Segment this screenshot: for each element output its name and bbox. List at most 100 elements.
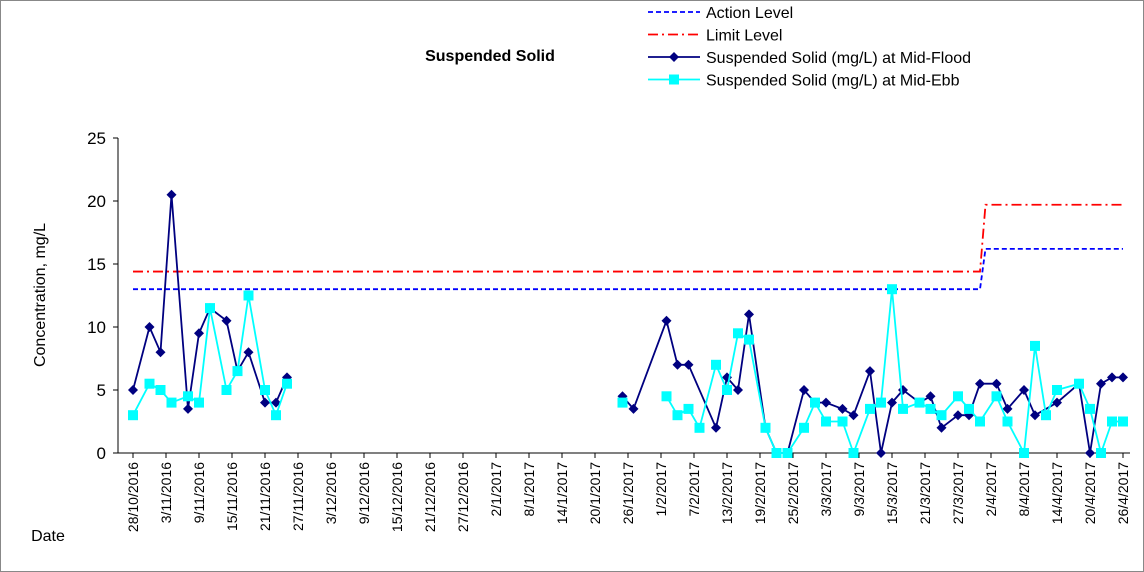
- x-tick-label: 21/3/2017: [917, 462, 933, 524]
- data-point: [221, 315, 232, 326]
- x-tick-label: 15/12/2016: [389, 462, 405, 532]
- data-point: [128, 410, 138, 421]
- x-tick-label: 14/1/2017: [554, 462, 570, 524]
- data-point: [1052, 385, 1062, 395]
- data-point: [1096, 378, 1106, 389]
- data-point: [936, 410, 947, 421]
- x-tick-label: 27/11/2016: [290, 462, 306, 531]
- data-point: [661, 315, 672, 326]
- y-tick-label: 0: [97, 444, 106, 463]
- data-point: [711, 359, 721, 370]
- data-point: [166, 189, 177, 200]
- data-point: [799, 422, 809, 433]
- x-tick-label: 28/10/2016: [125, 462, 141, 532]
- x-tick-label: 1/2/2017: [653, 462, 669, 517]
- y-axis-label: Concentration, mg/L: [32, 223, 49, 367]
- data-point: [848, 410, 859, 421]
- data-point: [260, 385, 270, 395]
- data-point: [744, 334, 754, 345]
- y-tick-label: 20: [87, 192, 106, 211]
- data-point: [865, 366, 875, 377]
- data-point: [936, 422, 947, 433]
- data-point: [282, 378, 292, 389]
- data-point: [672, 410, 683, 421]
- series-line: [133, 247, 1123, 291]
- data-point: [661, 391, 672, 402]
- data-point: [1074, 378, 1084, 389]
- data-point: [183, 391, 193, 402]
- x-tick-label: 3/3/2017: [818, 462, 834, 517]
- x-tick-label: 13/2/2017: [719, 462, 735, 524]
- data-point: [1002, 403, 1013, 414]
- data-point: [271, 410, 281, 421]
- y-tick-label: 25: [87, 129, 106, 148]
- chart-title: Suspended Solid: [425, 48, 555, 65]
- data-point: [1019, 448, 1029, 458]
- data-point: [898, 403, 908, 414]
- data-point: [628, 403, 639, 414]
- data-point: [991, 378, 1002, 389]
- data-point: [183, 403, 193, 414]
- data-point: [722, 385, 732, 395]
- data-point: [876, 397, 886, 408]
- data-point: [1030, 410, 1040, 421]
- data-point: [1118, 416, 1128, 427]
- data-point: [1107, 372, 1117, 383]
- data-point: [1019, 385, 1029, 395]
- series-line: [133, 203, 1123, 273]
- y-tick-label: 10: [87, 318, 106, 337]
- data-point: [243, 290, 254, 301]
- data-point: [771, 448, 782, 458]
- data-point: [1041, 410, 1051, 421]
- data-point: [194, 328, 204, 339]
- data-point: [1052, 397, 1062, 408]
- data-point: [694, 422, 705, 433]
- data-point: [166, 397, 177, 408]
- data-point: [733, 385, 743, 395]
- data-point: [1002, 416, 1013, 427]
- data-point: [1030, 340, 1040, 351]
- data-point: [760, 422, 771, 433]
- legend-label: Suspended Solid (mg/L) at Mid-Ebb: [706, 73, 960, 90]
- x-tick-label: 2/1/2017: [488, 462, 504, 517]
- x-tick-label: 26/1/2017: [620, 462, 636, 524]
- x-tick-label: 8/1/2017: [521, 462, 537, 517]
- x-tick-label: 9/3/2017: [851, 462, 867, 517]
- x-tick-label: 9/12/2016: [356, 462, 372, 524]
- x-tick-label: 15/3/2017: [884, 462, 900, 524]
- data-point: [810, 397, 820, 408]
- x-tick-label: 27/3/2017: [950, 462, 966, 524]
- data-point: [672, 359, 683, 370]
- data-point: [260, 397, 270, 408]
- data-point: [925, 391, 936, 402]
- y-tick-label: 5: [97, 381, 106, 400]
- data-point: [848, 448, 859, 458]
- x-tick-label: 26/4/2017: [1115, 462, 1131, 524]
- x-tick-label: 7/2/2017: [686, 462, 702, 517]
- data-point: [744, 309, 754, 320]
- data-point: [243, 347, 254, 358]
- data-point: [1085, 403, 1095, 414]
- data-point: [144, 378, 155, 389]
- data-point: [144, 322, 155, 332]
- data-point: [975, 378, 985, 389]
- data-point: [782, 448, 793, 458]
- data-point: [837, 416, 848, 427]
- data-point: [128, 385, 138, 395]
- data-point: [221, 385, 232, 395]
- data-point: [232, 366, 243, 377]
- legend-label: Limit Level: [706, 28, 782, 45]
- data-point: [1096, 448, 1106, 458]
- data-point: [964, 403, 974, 414]
- data-point: [953, 410, 963, 421]
- data-point: [711, 422, 721, 433]
- data-point: [1118, 372, 1128, 383]
- legend-marker: [669, 52, 679, 62]
- data-point: [733, 328, 743, 339]
- data-point: [271, 397, 281, 408]
- data-point: [821, 397, 831, 408]
- data-point: [876, 448, 886, 458]
- data-point: [821, 416, 831, 427]
